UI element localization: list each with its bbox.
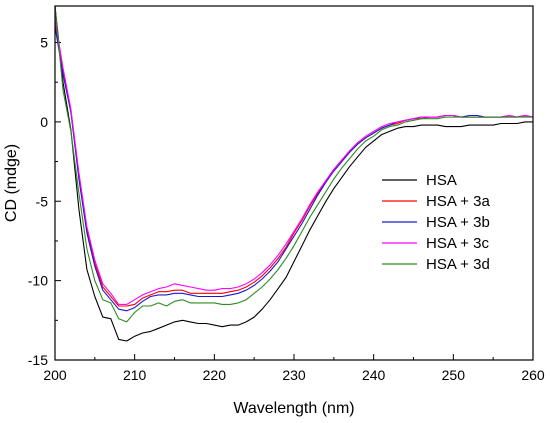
legend-label: HSA + 3a	[426, 193, 490, 210]
legend: HSA HSA + 3a HSA + 3b HSA + 3c HSA + 3d	[382, 172, 490, 273]
series-line-hsa	[54, 5, 533, 342]
x-tick-label: 250	[442, 367, 466, 383]
legend-label: HSA	[426, 172, 457, 189]
x-axis-title: Wavelength (nm)	[233, 400, 354, 417]
y-tick-label: 0	[40, 114, 48, 130]
x-tick-labels: 200 210 220 230 240 250 260	[43, 367, 545, 383]
x-tick-label: 240	[362, 367, 386, 383]
x-tick-label: 230	[282, 367, 306, 383]
plot-frame	[54, 5, 534, 361]
y-tick-label: -5	[36, 193, 49, 209]
series-line-hsa-3d	[54, 5, 533, 323]
y-tick-label: 5	[40, 35, 48, 51]
x-tick-label: 260	[521, 367, 545, 383]
y-tick-label: -15	[28, 352, 48, 368]
y-axis-title: CD (mdge)	[3, 144, 20, 222]
legend-label: HSA + 3c	[426, 235, 489, 252]
x-tick-label: 200	[43, 367, 67, 383]
y-tick-labels: 5 0 -5 -10 -15	[28, 35, 48, 368]
legend-label: HSA + 3b	[426, 214, 490, 231]
series-lines	[54, 5, 534, 342]
y-tick-label: -10	[28, 273, 48, 289]
x-tick-label: 220	[203, 367, 227, 383]
x-tick-label: 210	[123, 367, 147, 383]
legend-label: HSA + 3d	[426, 256, 490, 273]
series-line-hsa-3c	[54, 18, 534, 305]
